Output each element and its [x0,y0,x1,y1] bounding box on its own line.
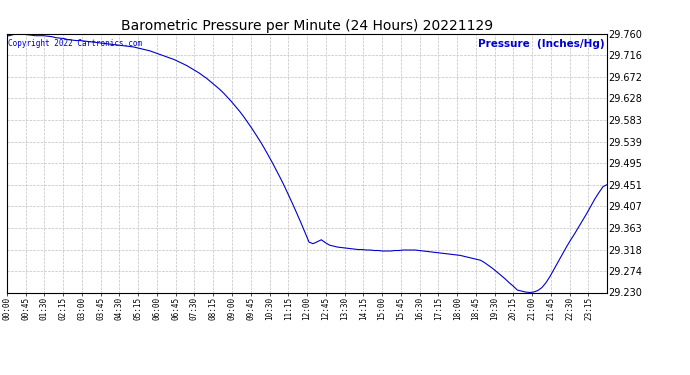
Text: Copyright 2022 Cartronics.com: Copyright 2022 Cartronics.com [8,39,142,48]
Title: Barometric Pressure per Minute (24 Hours) 20221129: Barometric Pressure per Minute (24 Hours… [121,19,493,33]
Text: Pressure  (Inches/Hg): Pressure (Inches/Hg) [477,39,604,49]
